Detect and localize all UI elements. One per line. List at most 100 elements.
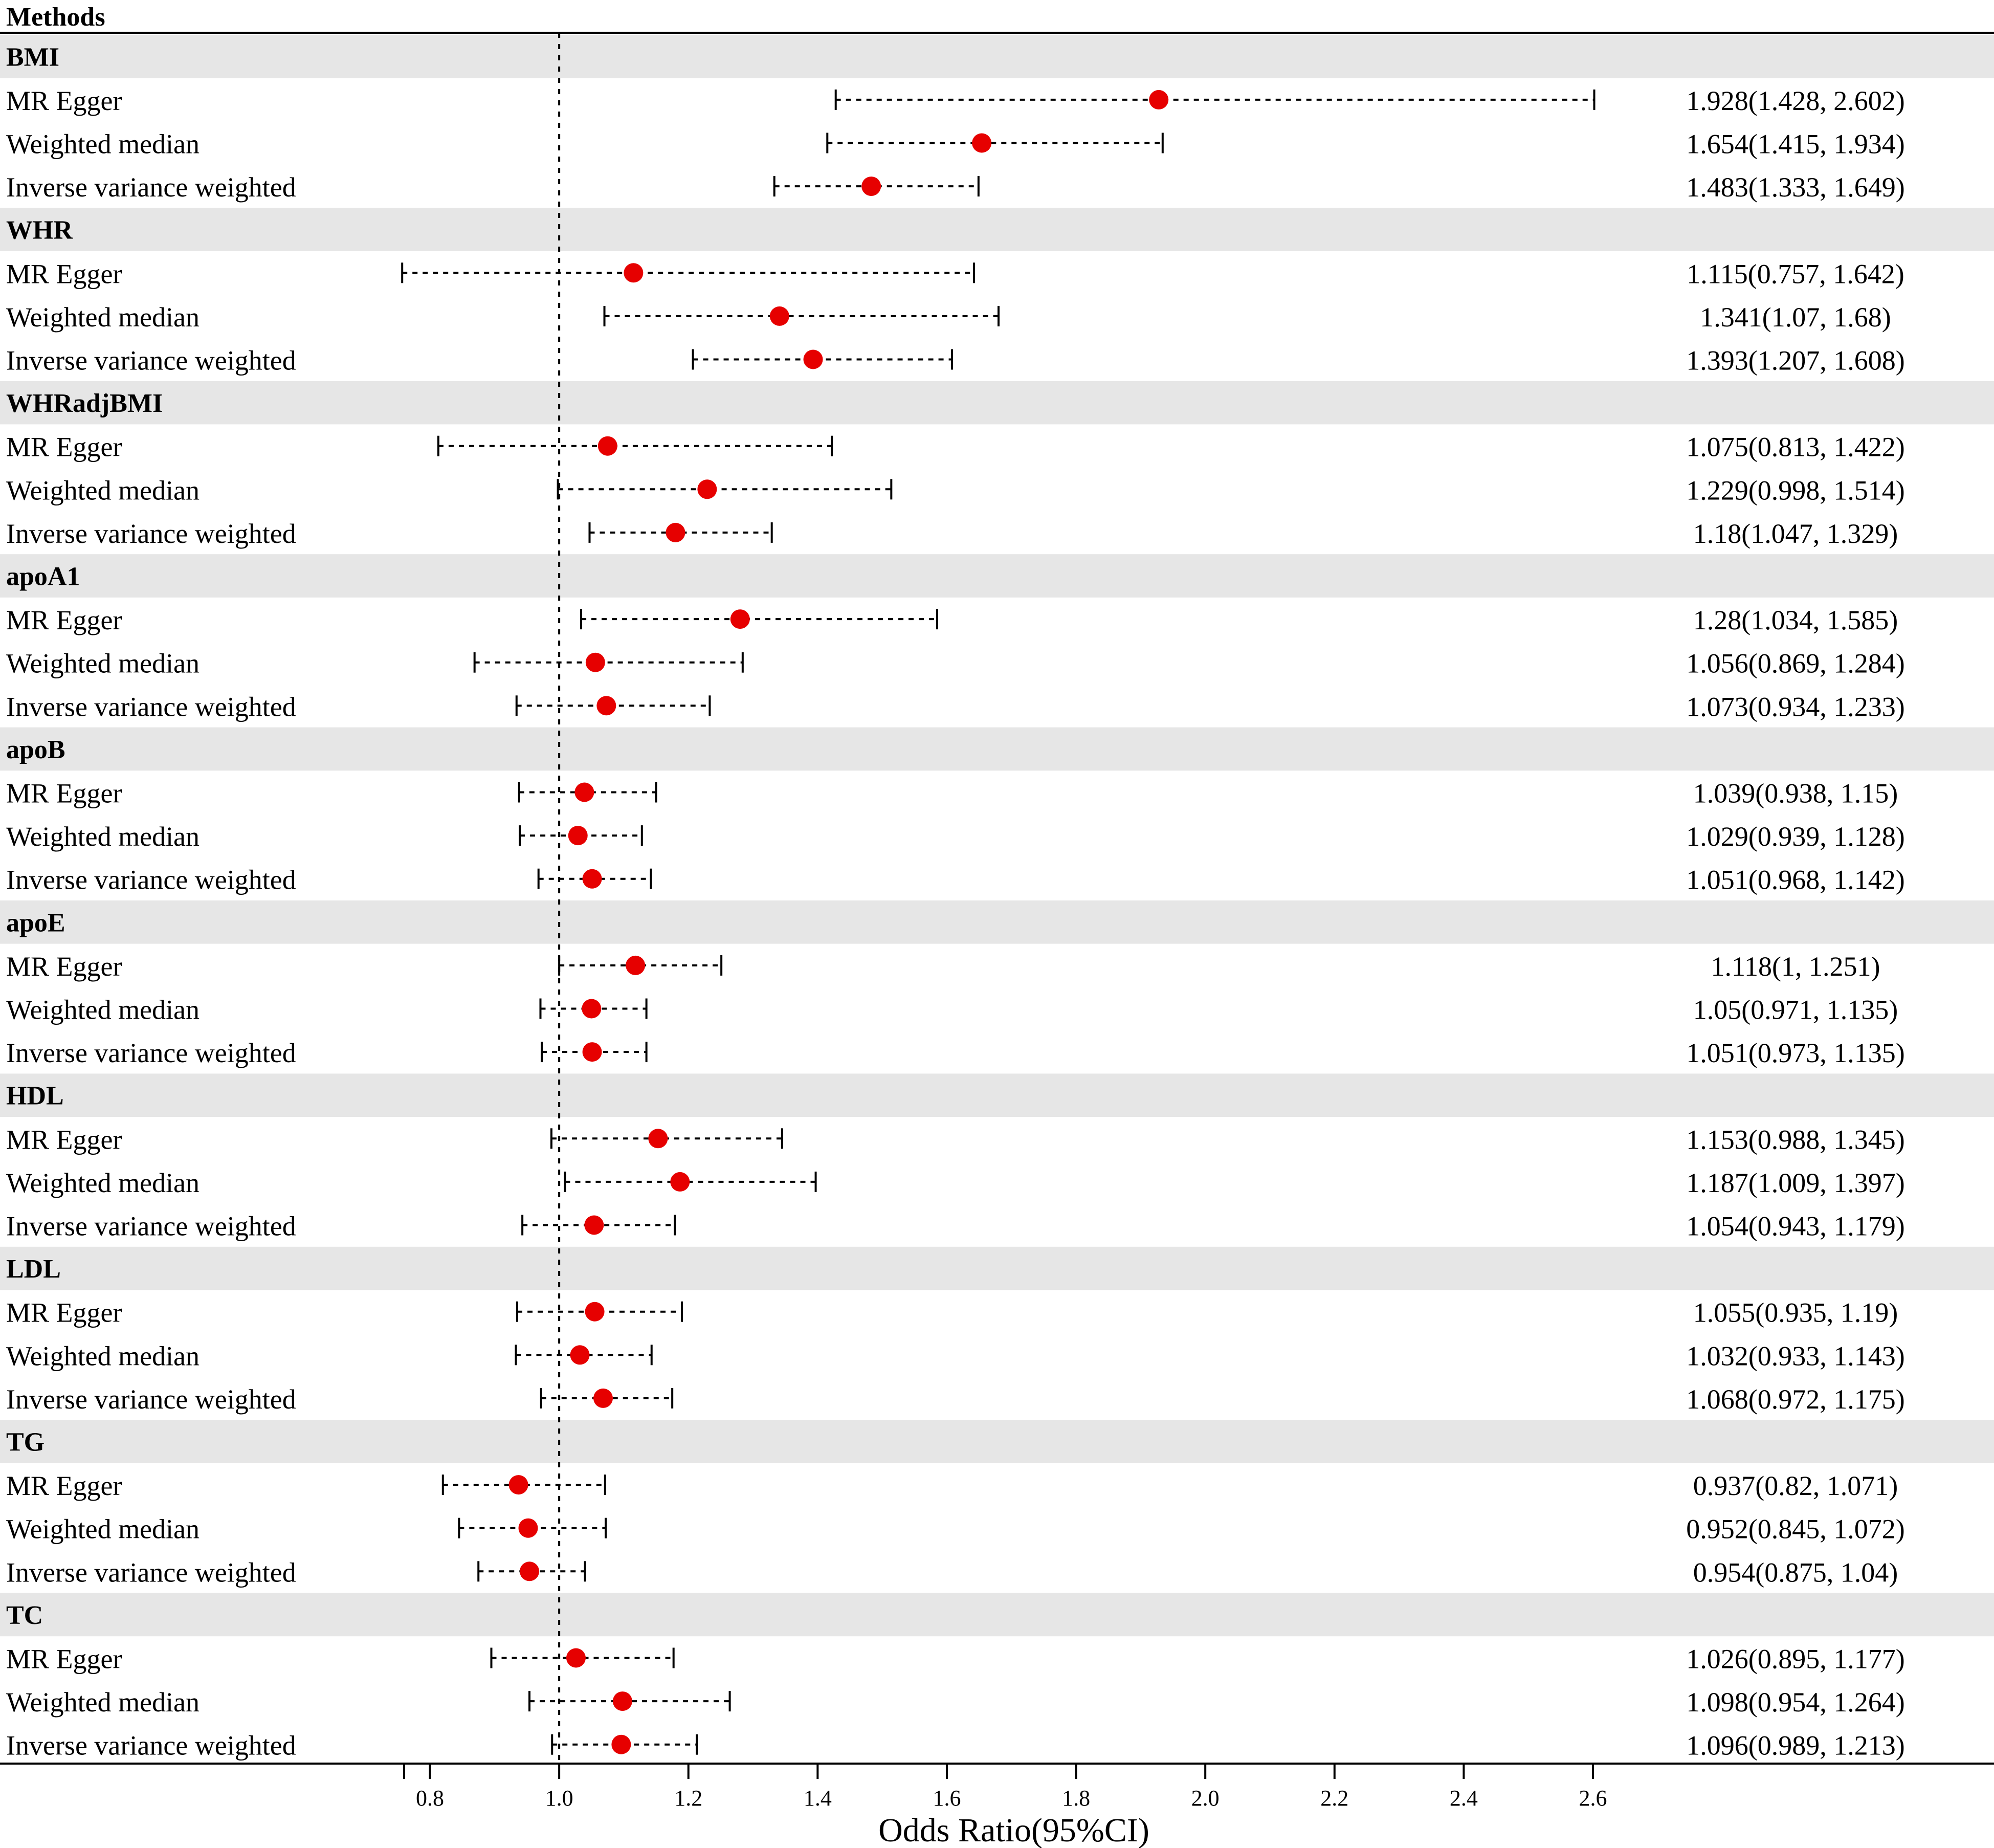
estimate-label: 0.952(0.845, 1.072) [1686, 1514, 1904, 1545]
axis-tick-label: 1.8 [1062, 1786, 1090, 1811]
or-point [769, 306, 789, 326]
estimate-label: 1.118(1, 1.251) [1711, 951, 1880, 982]
group-label: TG [6, 1428, 45, 1457]
estimate-label: 1.055(0.935, 1.19) [1693, 1297, 1898, 1328]
method-label: Weighted median [6, 129, 200, 160]
estimate-label: 1.393(1.207, 1.608) [1686, 345, 1904, 376]
estimate-label: 1.054(0.943, 1.179) [1686, 1211, 1904, 1242]
axis-tick-label: 2.0 [1191, 1786, 1220, 1811]
or-point [508, 1475, 528, 1495]
or-point [861, 177, 881, 196]
or-point [570, 1345, 590, 1365]
method-label: MR Egger [6, 432, 122, 463]
group-label: apoE [6, 908, 65, 937]
method-label: Weighted median [6, 1340, 200, 1371]
estimate-label: 1.18(1.047, 1.329) [1693, 518, 1898, 549]
or-point [582, 1042, 602, 1062]
or-point [584, 1215, 604, 1235]
method-label: Inverse variance weighted [6, 172, 296, 203]
or-point [585, 652, 605, 672]
group-band [0, 727, 1994, 771]
method-label: MR Egger [6, 1297, 122, 1328]
estimate-label: 1.115(0.757, 1.642) [1687, 258, 1904, 289]
method-label: Weighted median [6, 1168, 200, 1198]
group-label: WHRadjBMI [6, 389, 163, 418]
method-label: Inverse variance weighted [6, 865, 296, 895]
axis-tick-label: 0.8 [416, 1786, 444, 1811]
or-point [730, 609, 750, 629]
method-label: Inverse variance weighted [6, 1211, 296, 1242]
estimate-label: 1.28(1.034, 1.585) [1693, 605, 1898, 635]
estimate-label: 0.954(0.875, 1.04) [1693, 1557, 1898, 1588]
or-point [597, 436, 617, 456]
or-point [574, 782, 594, 802]
group-band [0, 554, 1994, 598]
plot-rows: BMI MR Egger 1.928(1.428, 2.602) Weighted m… [6, 42, 1905, 1761]
group-band [0, 1246, 1994, 1290]
method-label: MR Egger [6, 85, 122, 116]
or-point [670, 1172, 690, 1192]
estimate-label: 1.05(0.971, 1.135) [1693, 995, 1898, 1025]
or-point [612, 1691, 632, 1711]
or-point [648, 1129, 668, 1149]
method-label: Weighted median [6, 648, 200, 679]
method-label: Inverse variance weighted [6, 691, 296, 722]
x-axis: 0.8 1.0 1.2 1.4 1.6 1.8 2.0 2.2 2.4 2.6 [0, 1763, 1994, 1811]
method-label: MR Egger [6, 1470, 122, 1501]
or-point [624, 263, 644, 283]
group-label: HDL [6, 1082, 64, 1111]
estimate-label: 1.039(0.938, 1.15) [1693, 778, 1898, 809]
estimate-label: 1.051(0.973, 1.135) [1686, 1038, 1904, 1068]
method-label: Weighted median [6, 1514, 200, 1545]
method-label: Weighted median [6, 995, 200, 1025]
estimate-label: 1.483(1.333, 1.649) [1686, 172, 1904, 203]
axis-tick-label: 1.6 [933, 1786, 961, 1811]
method-label: MR Egger [6, 1124, 122, 1155]
or-point [582, 869, 602, 889]
axis-tick-label: 2.6 [1579, 1786, 1607, 1811]
method-label: MR Egger [6, 951, 122, 982]
or-point [596, 696, 616, 716]
estimate-label: 1.029(0.939, 1.128) [1686, 821, 1904, 852]
group-label: LDL [6, 1255, 61, 1284]
axis-tick-label: 1.0 [545, 1786, 573, 1811]
method-label: Inverse variance weighted [6, 1557, 296, 1588]
or-point [568, 826, 588, 846]
estimate-label: 1.153(0.988, 1.345) [1686, 1124, 1904, 1155]
estimate-label: 1.032(0.933, 1.143) [1686, 1340, 1904, 1371]
estimate-label: 1.026(0.895, 1.177) [1686, 1644, 1904, 1675]
method-label: Inverse variance weighted [6, 518, 296, 549]
group-band [0, 208, 1994, 251]
method-label: MR Egger [6, 258, 122, 289]
estimate-label: 1.928(1.428, 2.602) [1686, 85, 1904, 116]
method-label: Weighted median [6, 1687, 200, 1718]
method-label: Inverse variance weighted [6, 1384, 296, 1415]
method-label: Weighted median [6, 475, 200, 505]
or-point [585, 1302, 605, 1322]
group-band [0, 381, 1994, 425]
or-point [593, 1388, 613, 1408]
estimate-label: 1.051(0.968, 1.142) [1686, 865, 1904, 895]
group-band [0, 900, 1994, 944]
estimate-label: 1.068(0.972, 1.175) [1686, 1384, 1904, 1415]
group-label: WHR [6, 216, 73, 245]
group-band [0, 35, 1994, 78]
method-label: MR Egger [6, 605, 122, 635]
estimate-label: 1.229(0.998, 1.514) [1686, 475, 1904, 505]
estimate-label: 1.098(0.954, 1.264) [1686, 1687, 1904, 1718]
group-label: TC [6, 1601, 43, 1630]
group-band [0, 1073, 1994, 1117]
group-band [0, 1593, 1994, 1637]
axis-tick-label: 2.2 [1320, 1786, 1348, 1811]
axis-tick-label: 1.4 [804, 1786, 832, 1811]
estimate-label: 1.096(0.989, 1.213) [1686, 1730, 1904, 1761]
or-point [697, 479, 717, 499]
or-point [803, 349, 823, 369]
or-point [582, 999, 602, 1019]
or-point [1149, 90, 1169, 109]
or-point [520, 1561, 540, 1581]
or-point [566, 1648, 586, 1668]
method-label: Inverse variance weighted [6, 1730, 296, 1761]
method-label: Inverse variance weighted [6, 1038, 296, 1068]
